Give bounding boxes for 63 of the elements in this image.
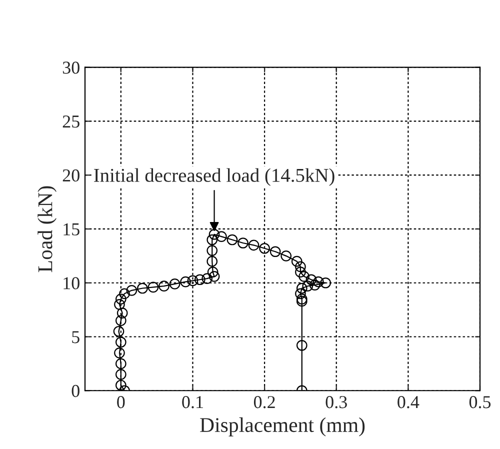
point (320, 277, 332, 288)
point (302, 280, 314, 292)
point (206, 234, 218, 246)
point (126, 285, 138, 296)
y-tick-label: 25 (62, 116, 80, 128)
point (248, 240, 260, 251)
point (115, 315, 126, 326)
point (115, 336, 126, 348)
y-tick-label: 15 (64, 223, 80, 236)
point (207, 266, 218, 278)
point (116, 308, 128, 318)
point (187, 275, 198, 286)
point (306, 274, 317, 286)
point (259, 242, 270, 254)
x-axis-title: Displacement (mm) (200, 417, 365, 436)
point (206, 256, 218, 267)
point (206, 245, 218, 256)
y-tick-label: 30 (62, 62, 80, 74)
point (113, 326, 124, 337)
point (296, 340, 308, 351)
point (226, 234, 238, 246)
y-tick-label: 5 (72, 331, 80, 344)
point (298, 270, 310, 282)
x-tick-label: 0.2 (254, 396, 275, 408)
y-tick-label: 20 (62, 169, 80, 182)
point (115, 294, 126, 304)
point (115, 369, 126, 380)
point (296, 296, 308, 307)
x-tick-label: 0.5 (469, 396, 491, 408)
point (137, 282, 148, 294)
point (148, 282, 159, 293)
point (208, 270, 220, 282)
point (115, 358, 126, 370)
annotation: Initial decreased load (14.5kN) (94, 168, 334, 186)
point (119, 288, 130, 300)
point (295, 261, 306, 272)
point (115, 380, 126, 391)
y-tick-label: 10 (64, 277, 80, 290)
point (312, 276, 324, 288)
point (280, 250, 292, 262)
point (238, 238, 248, 248)
x-tick-label: 0.1 (182, 396, 203, 408)
point (208, 228, 220, 240)
point (295, 288, 306, 300)
point (291, 256, 302, 267)
y-axis-title: Load (kN) (38, 186, 57, 272)
x-tick-label: 0.3 (326, 396, 347, 408)
point (114, 348, 125, 358)
point (114, 299, 125, 310)
point (180, 276, 191, 288)
point (169, 278, 180, 290)
point (296, 294, 308, 304)
point (295, 266, 306, 278)
point (270, 246, 281, 258)
point (202, 273, 213, 284)
point (158, 280, 170, 292)
x-tick-label: 0 (117, 396, 125, 408)
y-tick-label: 0 (72, 384, 80, 398)
point (194, 274, 206, 286)
point (309, 280, 320, 290)
point (216, 231, 227, 242)
x-tick-label: 0.4 (398, 396, 420, 408)
point (296, 282, 308, 294)
